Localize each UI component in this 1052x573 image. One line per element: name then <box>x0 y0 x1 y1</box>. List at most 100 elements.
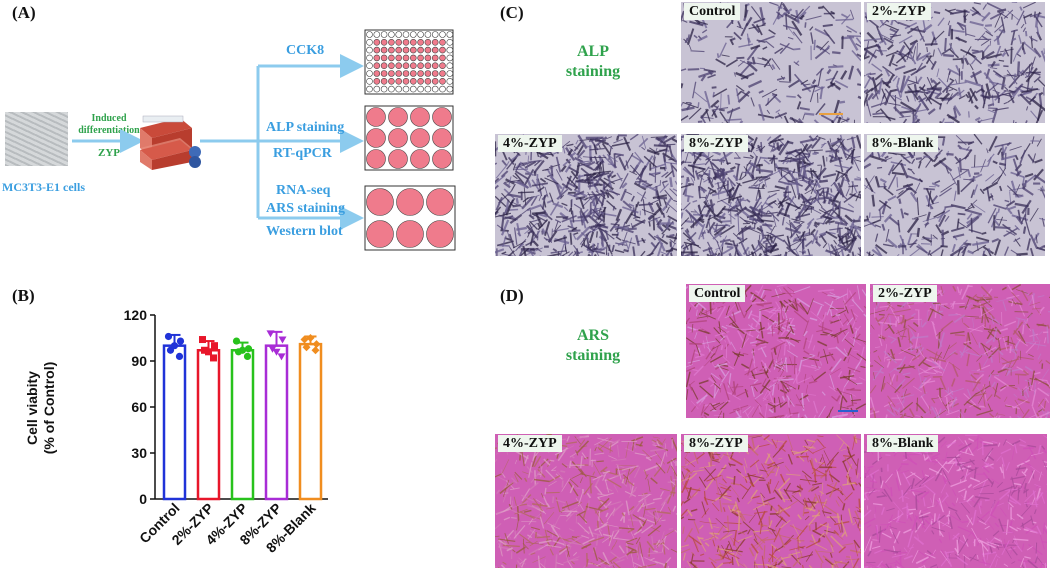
well <box>366 85 373 93</box>
ars-scale-bar <box>838 410 858 412</box>
well <box>366 128 386 148</box>
panel-label-d: (D) <box>500 286 524 305</box>
y-tick-label: 120 <box>124 307 148 323</box>
well <box>380 31 388 38</box>
well <box>446 31 454 38</box>
cell-viability-chart: 0306090120Control2%-ZYP4%-ZYP8%-ZYP8%-Bl… <box>124 307 328 556</box>
well <box>366 188 394 216</box>
y-tick-label: 90 <box>131 353 147 369</box>
ars-image-4zyp: 4%-ZYP <box>495 434 677 568</box>
alp-tag-8blank: 8%-Blank <box>867 135 939 152</box>
y-tick-label: 60 <box>131 399 147 415</box>
well <box>446 46 454 54</box>
panel-label-b: (B) <box>12 286 35 305</box>
well <box>409 62 417 69</box>
well <box>373 31 381 38</box>
y-axis-label-line2: (% of Control) <box>41 361 57 455</box>
well <box>373 38 381 46</box>
data-point <box>175 352 184 360</box>
well <box>388 70 395 77</box>
well <box>388 78 395 85</box>
ars-image-8blank: 8%-Blank <box>864 434 1047 568</box>
well <box>446 78 454 85</box>
zyp-label: ZYP <box>98 147 120 159</box>
micrograph-texture <box>495 434 677 568</box>
well <box>431 31 439 38</box>
well <box>417 62 424 69</box>
induced-label: Induced differentiation <box>78 113 140 136</box>
well <box>402 54 410 62</box>
well <box>396 188 424 216</box>
bar <box>230 349 255 501</box>
well <box>388 85 395 93</box>
well <box>395 54 403 62</box>
well <box>366 62 373 69</box>
data-point <box>201 346 208 354</box>
12-well-plate <box>364 105 454 171</box>
branch-cck8: CCK8 <box>286 43 325 58</box>
data-point <box>199 336 206 344</box>
data-point <box>211 342 218 350</box>
well <box>388 31 395 38</box>
well <box>439 31 446 38</box>
well <box>388 62 395 69</box>
well <box>373 85 381 93</box>
alp-row-label: ALP staining <box>548 42 638 82</box>
well <box>388 107 408 127</box>
well <box>410 149 430 169</box>
well <box>409 78 417 85</box>
data-point <box>272 348 281 356</box>
well <box>431 85 439 93</box>
well <box>426 188 454 216</box>
data-point <box>312 340 321 349</box>
well <box>395 31 403 38</box>
data-point <box>278 336 287 344</box>
well <box>439 85 446 93</box>
data-point <box>277 353 286 361</box>
well <box>409 31 417 38</box>
alp-row-label-line2: staining <box>565 63 621 80</box>
alp-image-8zyp: 8%-ZYP <box>681 134 861 256</box>
ars-tag-control: Control <box>689 285 746 302</box>
well <box>446 38 454 46</box>
alp-tag-2zyp: 2%-ZYP <box>867 3 931 20</box>
well <box>424 62 432 69</box>
well <box>366 220 394 248</box>
micrograph-texture <box>495 134 677 256</box>
micrograph-texture <box>870 284 1050 418</box>
data-point <box>311 346 320 355</box>
well <box>431 46 439 54</box>
well <box>431 62 439 69</box>
well <box>388 38 395 46</box>
alp-image-control: Control <box>681 2 861 123</box>
data-point <box>266 330 275 338</box>
well <box>409 85 417 93</box>
well <box>380 78 388 85</box>
branch-rt-qpcr: RT-qPCR <box>273 146 332 161</box>
6-well-plate <box>364 185 456 251</box>
well <box>431 54 439 62</box>
well <box>439 46 446 54</box>
data-point <box>302 343 311 352</box>
alp-image-2zyp: 2%-ZYP <box>864 2 1045 123</box>
well <box>432 107 452 127</box>
data-point <box>243 352 252 360</box>
well <box>380 54 388 62</box>
ars-row-label-line2: staining <box>565 347 621 364</box>
well <box>373 54 381 62</box>
well <box>446 70 454 77</box>
well <box>426 220 454 248</box>
well <box>373 62 381 69</box>
well <box>446 54 454 62</box>
well <box>402 38 410 46</box>
well <box>424 46 432 54</box>
well <box>424 85 432 93</box>
well <box>417 54 424 62</box>
branch-western-blot: Western blot <box>266 224 343 239</box>
well <box>439 38 446 46</box>
branch-ars-staining: ARS staining <box>266 201 345 216</box>
micrograph-texture <box>681 434 861 568</box>
cell-micrograph <box>5 112 68 166</box>
alp-tag-4zyp: 4%-ZYP <box>498 135 562 152</box>
data-point <box>268 345 277 353</box>
